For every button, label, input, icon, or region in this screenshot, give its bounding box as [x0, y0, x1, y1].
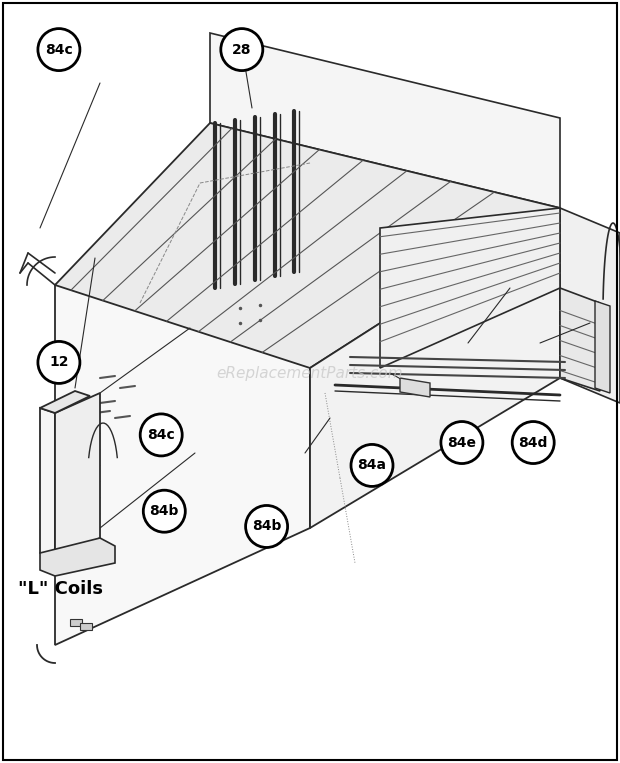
Polygon shape: [55, 163, 310, 645]
Circle shape: [441, 421, 483, 464]
Polygon shape: [40, 391, 90, 413]
Text: "L" Coils: "L" Coils: [18, 580, 103, 598]
Text: eReplacementParts.com: eReplacementParts.com: [216, 365, 404, 381]
Circle shape: [38, 28, 80, 71]
Text: 84a: 84a: [358, 459, 386, 472]
Text: 84b: 84b: [149, 504, 179, 518]
Polygon shape: [595, 301, 610, 393]
Text: 84e: 84e: [448, 436, 476, 449]
Bar: [80, 623, 92, 630]
Circle shape: [143, 490, 185, 533]
Polygon shape: [380, 208, 560, 368]
Text: 84d: 84d: [518, 436, 548, 449]
Polygon shape: [210, 33, 560, 208]
Circle shape: [221, 28, 263, 71]
Circle shape: [246, 505, 288, 548]
Polygon shape: [560, 288, 600, 391]
Text: 12: 12: [49, 356, 69, 369]
Polygon shape: [310, 208, 560, 528]
Polygon shape: [560, 208, 620, 403]
Text: 28: 28: [232, 43, 252, 56]
Polygon shape: [40, 538, 115, 576]
Polygon shape: [55, 123, 560, 368]
Polygon shape: [40, 408, 55, 558]
Polygon shape: [55, 393, 100, 558]
Circle shape: [351, 444, 393, 487]
Bar: [70, 619, 82, 626]
Text: 84c: 84c: [148, 428, 175, 442]
Text: 84c: 84c: [45, 43, 73, 56]
Circle shape: [140, 414, 182, 456]
Polygon shape: [400, 378, 430, 397]
Text: 84b: 84b: [252, 520, 281, 533]
Circle shape: [38, 341, 80, 384]
Circle shape: [512, 421, 554, 464]
